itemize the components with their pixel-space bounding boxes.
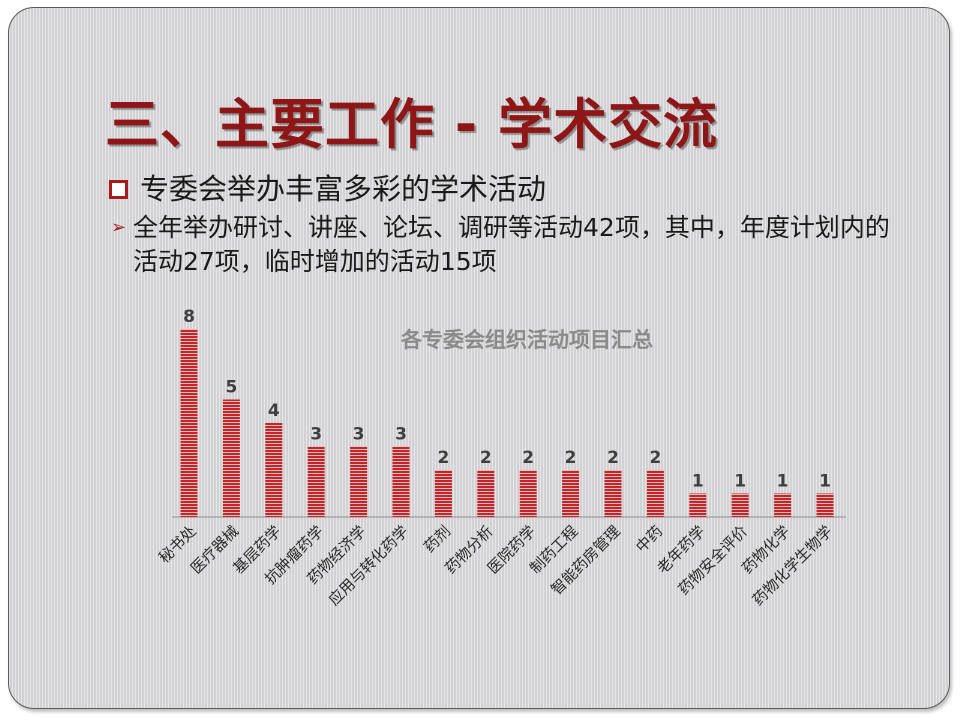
bar-0: [180, 329, 198, 517]
value-label-0: 8: [183, 307, 195, 327]
value-label-10: 2: [607, 448, 619, 468]
bar-1: [222, 399, 240, 517]
bar-11: [646, 470, 664, 517]
value-label-6: 2: [437, 448, 449, 468]
value-label-8: 2: [522, 448, 534, 468]
bar-10: [604, 470, 622, 517]
bar-2: [265, 423, 283, 517]
bar-15: [816, 493, 834, 517]
value-label-15: 1: [819, 472, 831, 492]
value-label-9: 2: [565, 448, 577, 468]
slide-title: 三、主要工作 - 学术交流: [105, 93, 719, 156]
value-label-13: 1: [734, 472, 746, 492]
bar-4: [350, 446, 368, 517]
slide-frame: 三、主要工作 - 学术交流 专委会举办丰富多彩的学术活动 ➢ 全年举办研讨、讲座…: [8, 7, 950, 709]
bar-5: [392, 446, 410, 517]
bar-12: [689, 493, 707, 517]
bar-3: [307, 446, 325, 517]
bullet-level2: ➢ 全年举办研讨、讲座、论坛、调研等活动42项，其中，年度计划内的活动27项，临…: [111, 211, 911, 279]
category-label-6: 药剂: [420, 522, 454, 556]
category-label-11: 中药: [632, 522, 666, 556]
value-label-11: 2: [649, 448, 661, 468]
value-label-5: 3: [395, 425, 407, 445]
bar-13: [731, 493, 749, 517]
bullet-level1-text: 专委会举办丰富多彩的学术活动: [140, 172, 547, 206]
value-label-1: 5: [225, 378, 237, 398]
chart-title: 各专委会组织活动项目汇总: [400, 328, 653, 352]
square-bullet-icon: [109, 179, 128, 199]
bar-6: [434, 470, 452, 517]
bar-14: [774, 493, 792, 517]
bullet-level2-text: 全年举办研讨、讲座、论坛、调研等活动42项，其中，年度计划内的活动27项，临时增…: [133, 213, 890, 276]
bar-9: [562, 470, 580, 517]
value-label-12: 1: [692, 472, 704, 492]
value-label-7: 2: [480, 448, 492, 468]
value-label-2: 4: [268, 401, 280, 421]
value-label-4: 3: [353, 425, 365, 445]
arrow-bullet-icon: ➢: [111, 217, 127, 238]
value-label-3: 3: [310, 425, 322, 445]
bullet-level1: 专委会举办丰富多彩的学术活动: [109, 166, 546, 208]
bar-8: [519, 470, 537, 517]
bar-7: [477, 470, 495, 517]
value-label-14: 1: [777, 472, 789, 492]
bars-group: 8秘书处5医疗器械4基层药学3抗肿瘤药学3药物经济学3应用与转化药学2药剂2药物…: [155, 307, 836, 609]
